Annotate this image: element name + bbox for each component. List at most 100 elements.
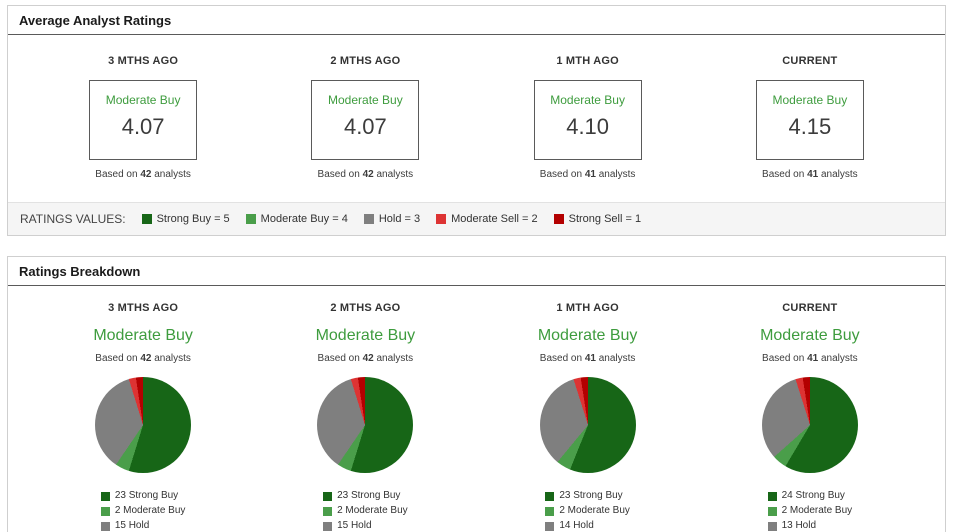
based-prefix: Based on xyxy=(317,169,360,180)
based-prefix: Based on xyxy=(762,169,805,180)
based-prefix: Based on xyxy=(762,353,805,364)
legend-label: 13 Hold xyxy=(781,520,817,531)
legend-item-moderate-buy: Moderate Buy = 4 xyxy=(245,213,348,225)
legend-item-hold: Hold = 3 xyxy=(363,213,420,225)
legend-label: 2 Moderate Buy xyxy=(559,505,630,516)
period-label: 3 MTHS AGO xyxy=(108,302,179,314)
ratings-breakdown-panel: Ratings Breakdown 3 MTHS AGO Moderate Bu… xyxy=(7,256,946,532)
average-ratings-row: 3 MTHS AGO Moderate Buy 4.07 Based on 42… xyxy=(8,35,945,190)
analyst-count-note: Based on 41 analysts xyxy=(699,169,921,180)
moderate-buy-swatch xyxy=(323,506,333,516)
panel-title: Average Analyst Ratings xyxy=(8,6,945,35)
analyst-count-note: Based on 42 analysts xyxy=(254,169,476,180)
pie-legend: 23 Strong Buy 2 Moderate Buy 15 Hold 1 M… xyxy=(323,487,408,532)
average-rating-column-current: CURRENT Moderate Buy 4.15 Based on 41 an… xyxy=(699,55,921,180)
based-suffix: analysts xyxy=(598,169,636,180)
legend-label: 2 Moderate Buy xyxy=(114,505,186,516)
analyst-count: 42 xyxy=(362,353,374,364)
strong-sell-swatch xyxy=(553,214,564,224)
rating-label: Moderate Buy xyxy=(772,93,848,107)
legend-label: Moderate Buy = 4 xyxy=(260,213,348,225)
moderate-buy-swatch xyxy=(545,506,555,516)
based-suffix: analysts xyxy=(376,169,414,180)
period-label: 2 MTHS AGO xyxy=(330,302,401,314)
period-label: 1 MTH AGO xyxy=(556,302,619,314)
strong-buy-swatch xyxy=(323,491,333,501)
legend-label: 24 Strong Buy xyxy=(781,490,845,501)
average-rating-column-1mth: 1 MTH AGO Moderate Buy 4.10 Based on 41 … xyxy=(477,55,699,180)
moderate-sell-swatch xyxy=(436,214,447,224)
legend-label: 23 Strong Buy xyxy=(559,490,623,501)
moderate-buy-swatch xyxy=(767,506,777,516)
moderate-buy-swatch xyxy=(100,506,110,516)
strong-buy-swatch xyxy=(141,214,152,224)
analyst-count: 41 xyxy=(807,169,819,180)
based-prefix: Based on xyxy=(539,353,583,364)
period-label: 3 MTHS AGO xyxy=(108,55,179,67)
rating-label: Moderate Buy xyxy=(105,93,181,107)
pie-legend: 24 Strong Buy 2 Moderate Buy 13 Hold 1 M… xyxy=(767,487,853,532)
legend-label: 15 Hold xyxy=(337,520,372,531)
analyst-count: 41 xyxy=(584,169,596,180)
legend-label: Strong Buy = 5 xyxy=(156,213,230,225)
based-suffix: analysts xyxy=(821,169,858,180)
legend-item: 15 Hold xyxy=(100,520,186,532)
breakdown-column-1mth: 1 MTH AGO Moderate Buy Based on 41 analy… xyxy=(477,302,699,532)
period-label: CURRENT xyxy=(782,55,838,67)
rating-value: 4.07 xyxy=(343,114,387,139)
pie-legend: 23 Strong Buy 2 Moderate Buy 14 Hold 1 M… xyxy=(545,487,630,532)
breakdown-column-3mths: 3 MTHS AGO Moderate Buy Based on 42 anal… xyxy=(32,302,254,532)
analyst-count: 42 xyxy=(362,169,374,180)
analyst-count-note: Based on 42 analysts xyxy=(32,169,254,180)
legend-item: 2 Moderate Buy xyxy=(323,505,408,517)
legend-item: 14 Hold xyxy=(545,520,630,532)
average-rating-column-2mths: 2 MTHS AGO Moderate Buy 4.07 Based on 42… xyxy=(254,55,476,180)
rating-value: 4.10 xyxy=(566,114,610,139)
analyst-count: 41 xyxy=(584,353,596,364)
based-prefix: Based on xyxy=(539,169,583,180)
rating-label: Moderate Buy xyxy=(550,93,625,107)
average-rating-box: Moderate Buy 4.10 xyxy=(533,80,642,160)
analyst-count: 42 xyxy=(140,169,152,180)
legend-item-strong-buy: Strong Buy = 5 xyxy=(141,213,230,225)
analyst-count-note: Based on 41 analysts xyxy=(477,169,699,180)
rating-label: Moderate Buy xyxy=(328,93,403,107)
legend-label: Moderate Sell = 2 xyxy=(451,213,538,225)
ratings-pie-chart xyxy=(761,377,858,473)
average-rating-column-3mths: 3 MTHS AGO Moderate Buy 4.07 Based on 42… xyxy=(32,55,254,180)
legend-item: 15 Hold xyxy=(323,520,408,532)
ratings-pie-chart xyxy=(539,377,636,473)
average-rating-box: Moderate Buy 4.07 xyxy=(89,80,198,160)
consensus-rating-label: Moderate Buy xyxy=(315,327,416,344)
consensus-rating-label: Moderate Buy xyxy=(93,327,193,344)
rating-value: 4.07 xyxy=(121,114,165,139)
analyst-count-note: Based on 42 analysts xyxy=(254,353,476,364)
legend-item: 24 Strong Buy xyxy=(767,490,853,502)
ratings-values-label: RATINGS VALUES: xyxy=(20,212,126,226)
average-ratings-panel: Average Analyst Ratings 3 MTHS AGO Moder… xyxy=(7,5,946,236)
pie-legend: 23 Strong Buy 2 Moderate Buy 15 Hold 1 M… xyxy=(100,487,186,532)
legend-label: 23 Strong Buy xyxy=(114,490,179,501)
ratings-pie-chart xyxy=(95,377,192,473)
average-rating-box: Moderate Buy 4.07 xyxy=(311,80,420,160)
legend-label: Strong Sell = 1 xyxy=(568,213,642,225)
based-suffix: analysts xyxy=(154,353,191,364)
hold-swatch xyxy=(100,521,110,531)
legend-item: 23 Strong Buy xyxy=(100,490,186,502)
period-label: 1 MTH AGO xyxy=(556,55,619,67)
legend-label: 14 Hold xyxy=(559,520,594,531)
legend-item-moderate-sell: Moderate Sell = 2 xyxy=(436,213,538,225)
hold-swatch xyxy=(323,521,333,531)
period-label: 2 MTHS AGO xyxy=(330,55,401,67)
ratings-pie-chart xyxy=(317,377,414,473)
period-label: CURRENT xyxy=(782,302,838,314)
breakdown-column-2mths: 2 MTHS AGO Moderate Buy Based on 42 anal… xyxy=(254,302,476,532)
legend-item: 2 Moderate Buy xyxy=(545,505,630,517)
average-rating-box: Moderate Buy 4.15 xyxy=(755,80,864,160)
legend-label: 15 Hold xyxy=(114,520,150,531)
rating-value: 4.15 xyxy=(788,114,832,139)
strong-buy-swatch xyxy=(100,491,110,501)
moderate-buy-swatch xyxy=(245,214,256,224)
legend-item: 2 Moderate Buy xyxy=(100,505,186,517)
